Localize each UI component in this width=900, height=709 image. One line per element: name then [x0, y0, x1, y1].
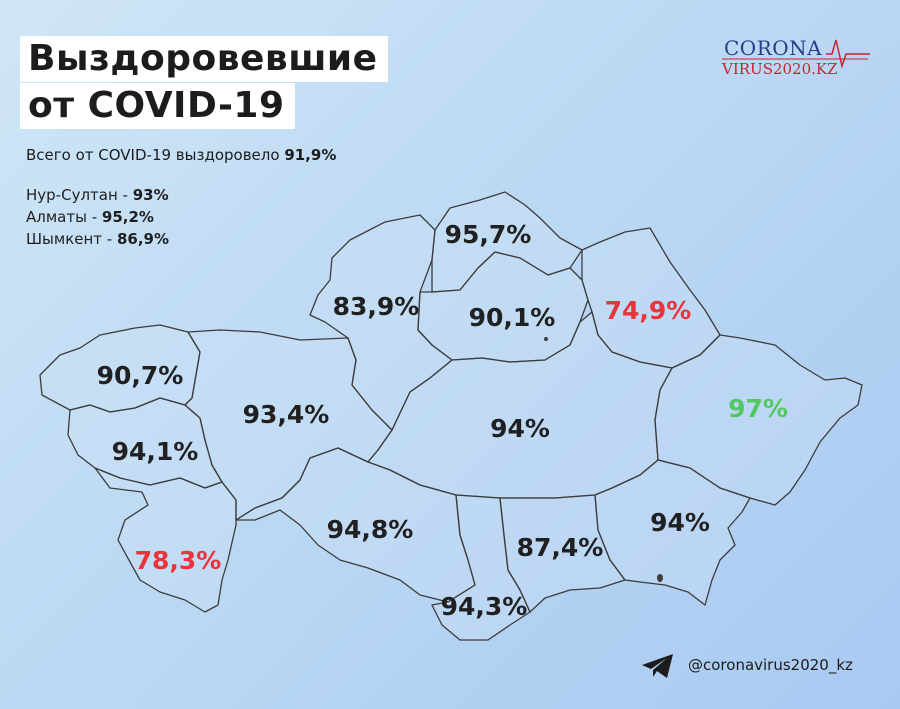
value-kyzylorda: 94,8%: [327, 515, 414, 544]
region-shapes: [39, 191, 863, 641]
value-almaty-region: 94%: [650, 508, 710, 537]
subtitle-value: 91,9%: [284, 146, 337, 164]
lake-shape: [544, 337, 548, 341]
coronavirus-logo: CORONA VIRUS2020.KZ: [718, 36, 878, 86]
title-line-2: от COVID-19: [20, 83, 295, 129]
value-pavlodar: 74,9%: [605, 296, 692, 325]
subtitle-prefix: Всего от COVID-19 выздоровело: [26, 146, 285, 164]
logo-line-2: VIRUS2020.KZ: [722, 60, 838, 78]
social-handle[interactable]: @coronavirus2020_kz: [688, 656, 853, 674]
value-turkestan: 94,3%: [441, 592, 528, 621]
city-item: Нур-Султан - 93%: [26, 184, 169, 206]
city-label: Шымкент -: [26, 230, 117, 248]
title-line-1: Выздоровевшие: [20, 36, 388, 82]
value-kostanay: 83,9%: [333, 292, 420, 321]
value-west-kazakhstan: 90,7%: [97, 361, 184, 390]
city-label: Алматы -: [26, 208, 102, 226]
city-list: Нур-Султан - 93% Алматы - 95,2% Шымкент …: [26, 184, 169, 250]
value-karaganda: 94%: [490, 414, 550, 443]
region-mangystau: [94, 467, 237, 613]
city-item: Алматы - 95,2%: [26, 206, 169, 228]
city-value: 93%: [132, 186, 169, 204]
lake-shape: [657, 574, 663, 582]
value-akmola: 90,1%: [469, 303, 556, 332]
value-atyrau: 94,1%: [112, 437, 199, 466]
telegram-icon: [642, 654, 673, 678]
city-value: 95,2%: [101, 208, 154, 226]
heartbeat-icon: [722, 39, 870, 69]
city-value: 86,9%: [116, 230, 170, 248]
value-north-kazakhstan: 95,7%: [445, 220, 532, 249]
value-east-kazakhstan: 97%: [728, 394, 788, 423]
city-item: Шымкент - 86,9%: [26, 228, 169, 250]
value-mangystau: 78,3%: [135, 546, 222, 575]
value-zhambyl: 87,4%: [517, 533, 604, 562]
subtitle: Всего от COVID-19 выздоровело 91,9%: [26, 146, 336, 164]
region-values: 90,7% 94,1% 78,3% 93,4% 83,9% 95,7% 90,1…: [97, 220, 788, 621]
logo-line-1: CORONA: [724, 36, 823, 60]
region-almaty: [594, 459, 751, 606]
city-label: Нур-Султан -: [26, 186, 133, 204]
value-aktobe: 93,4%: [243, 400, 330, 429]
